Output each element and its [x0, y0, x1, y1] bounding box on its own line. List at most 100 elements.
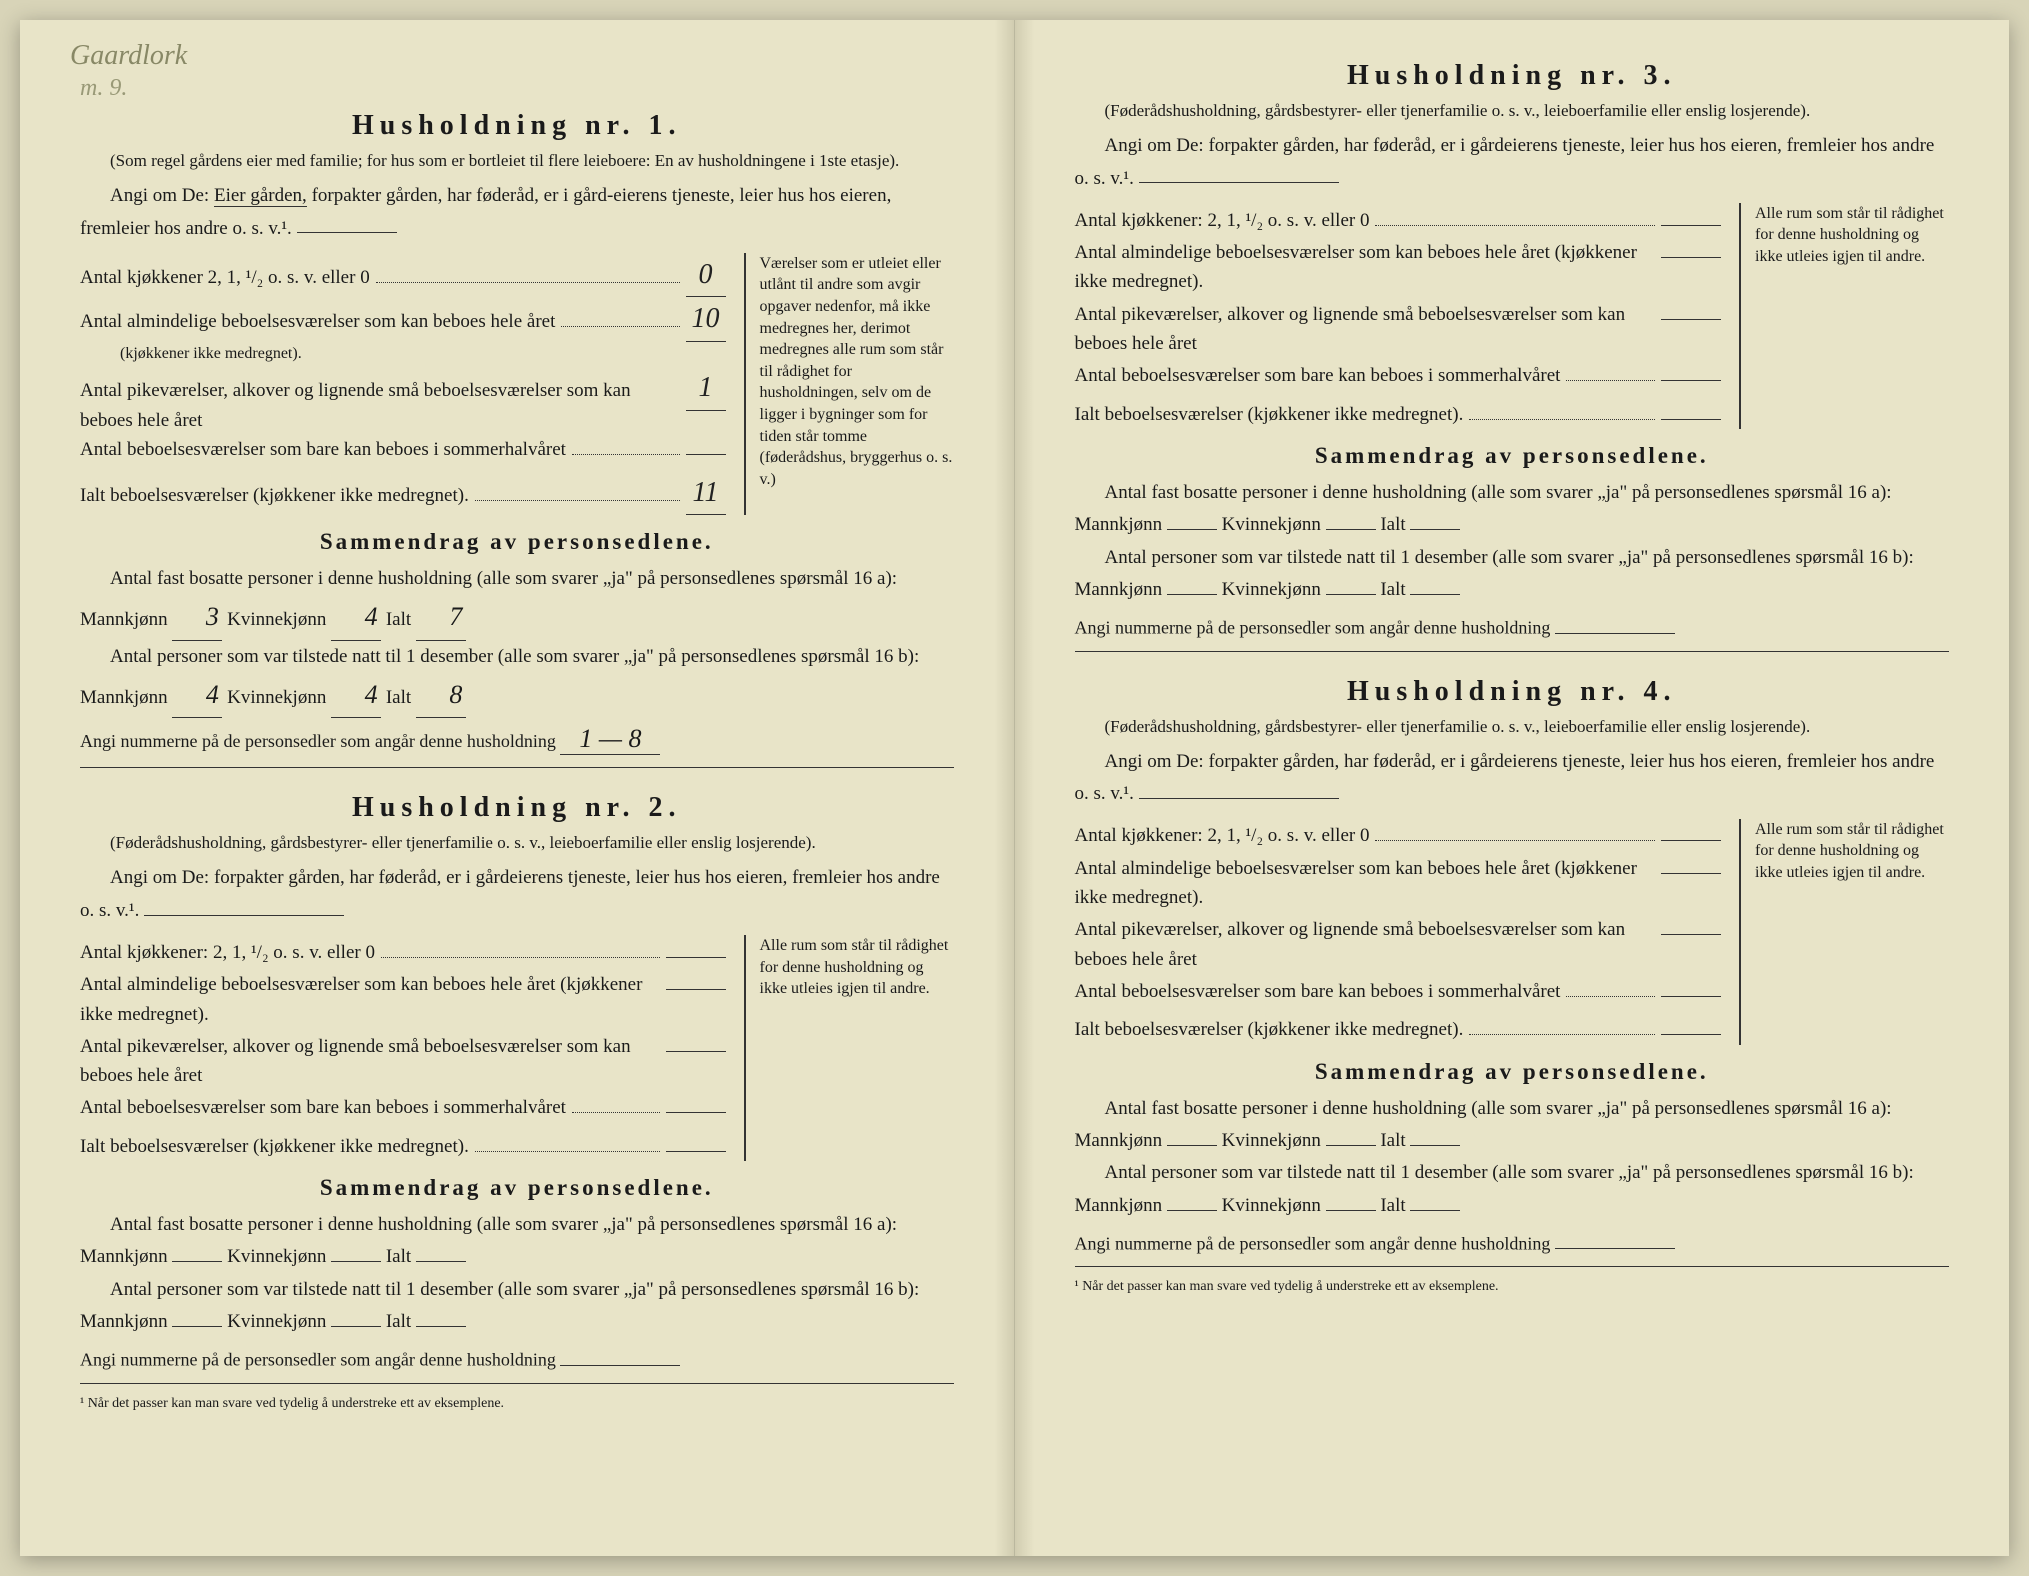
- left-page: Gaardlork m. 9. Husholdning nr. 1. (Som …: [20, 20, 1015, 1556]
- divider: [1075, 1266, 1950, 1267]
- dots: [1469, 401, 1655, 420]
- row-maid: Antal pikeværelser, alkover og lignende …: [1075, 297, 1722, 359]
- label: Antal beboelsesværelser som bare kan beb…: [1075, 977, 1561, 1006]
- label: Antal kjøkkener: 2, 1, ¹/₂ o. s. v. elle…: [80, 938, 375, 967]
- row-summer: Antal beboelsesværelser som bare kan beb…: [1075, 358, 1722, 390]
- prefix: Antal fast bosatte personer i denne hush…: [80, 1214, 897, 1267]
- sammendrag-2-line1: Antal fast bosatte personer i denne hush…: [80, 1209, 954, 1274]
- label: Antal pikeværelser, alkover og lignende …: [1075, 300, 1650, 359]
- household-1-form: Antal kjøkkener 2, 1, ¹/₂ o. s. v. eller…: [80, 253, 954, 515]
- footnote-left: ¹ Når det passer kan man svare ved tydel…: [80, 1396, 954, 1412]
- household-3-title: Husholdning nr. 3.: [1075, 60, 1950, 92]
- angi-nummerne-3: Angi nummerne på de personsedler som ang…: [1075, 612, 1950, 639]
- label: Ialt beboelsesværelser (kjøkkener ikke m…: [80, 1132, 469, 1161]
- ialt: Ialt: [1380, 579, 1405, 600]
- household-4: Husholdning nr. 4. (Føderådshusholdning,…: [1075, 676, 1950, 1296]
- blank: [1167, 1145, 1217, 1146]
- ialt: Ialt: [386, 1246, 411, 1267]
- dots: [1566, 362, 1655, 381]
- household-2-title: Husholdning nr. 2.: [80, 792, 954, 824]
- sammendrag-4-line1: Antal fast bosatte personer i denne hush…: [1075, 1093, 1950, 1158]
- household-4-angi: Angi om De: forpakter gården, har føderå…: [1075, 748, 1950, 809]
- row-maid: Antal pikeværelser, alkover og lignende …: [1075, 913, 1722, 975]
- sidenote-3: Alle rum som står til rådighet for denne…: [1739, 203, 1949, 429]
- value: [666, 967, 726, 990]
- label: Antal pikeværelser, alkover og lignende …: [80, 1032, 654, 1091]
- summer-value: [686, 454, 726, 455]
- row-kitchens: Antal kjøkkener: 2, 1, ¹/₂ o. s. v. elle…: [80, 935, 726, 967]
- blank: [172, 1326, 222, 1327]
- row-total: Ialt beboelsesværelser (kjøkkener ikke m…: [80, 1129, 726, 1161]
- row-kitchens: Antal kjøkkener 2, 1, ¹/₂ o. s. v. eller…: [80, 253, 726, 297]
- footnote-right: ¹ Når det passer kan man svare ved tydel…: [1075, 1279, 1950, 1295]
- kitchens-label: Antal kjøkkener 2, 1, ¹/₂ o. s. v. eller…: [80, 263, 370, 292]
- blank: [331, 1261, 381, 1262]
- value: [666, 1029, 726, 1052]
- kv: Kvinnekjønn: [1222, 1195, 1321, 1216]
- s2-m: 4: [172, 673, 222, 718]
- sammendrag-2-title: Sammendrag av personsedlene.: [80, 1175, 954, 1201]
- row-maid: Antal pikeværelser, alkover og lignende …: [80, 1029, 726, 1091]
- dots: [376, 264, 680, 283]
- household-3: Husholdning nr. 3. (Føderådshusholdning,…: [1075, 60, 1950, 652]
- dots: [572, 1094, 660, 1113]
- dots: [1375, 207, 1655, 226]
- row-rooms: Antal almindelige beboelsesværelser som …: [1075, 235, 1722, 297]
- value: [1661, 913, 1721, 936]
- label: Ialt beboelsesværelser (kjøkkener ikke m…: [1075, 1015, 1464, 1044]
- rooms-sub: (kjøkkener ikke medregnet).: [80, 342, 726, 367]
- pencil-annotation-top: Gaardlork: [70, 40, 187, 72]
- blank: [1326, 1145, 1376, 1146]
- household-1-title: Husholdning nr. 1.: [80, 110, 954, 142]
- prefix: Antal fast bosatte personer i denne hush…: [1075, 1098, 1892, 1151]
- form-left: Antal kjøkkener 2, 1, ¹/₂ o. s. v. eller…: [80, 253, 726, 515]
- label: Ialt beboelsesværelser (kjøkkener ikke m…: [1075, 400, 1464, 429]
- row-rooms: Antal almindelige beboelsesværelser som …: [80, 297, 726, 341]
- value: [1661, 851, 1721, 874]
- value: [1661, 203, 1721, 226]
- household-3-subtitle: (Føderådshusholdning, gårdsbestyrer- ell…: [1075, 100, 1950, 122]
- sammendrag-3-line2: Antal personer som var tilstede natt til…: [1075, 542, 1950, 607]
- blank: [172, 1261, 222, 1262]
- label: Antal almindelige beboelsesværelser som …: [1075, 238, 1650, 297]
- household-2-form: Antal kjøkkener: 2, 1, ¹/₂ o. s. v. elle…: [80, 935, 954, 1161]
- dots: [1469, 1016, 1655, 1035]
- dots: [381, 939, 660, 958]
- kitchens-value: 0: [686, 253, 726, 297]
- s1-m: 3: [172, 595, 222, 640]
- sammendrag-2-line2: Antal personer som var tilstede natt til…: [80, 1274, 954, 1339]
- blank: [560, 1344, 680, 1366]
- sammendrag-3-title: Sammendrag av personsedlene.: [1075, 443, 1950, 469]
- row-total: Ialt beboelsesværelser (kjøkkener ikke m…: [1075, 1012, 1722, 1044]
- row-maid: Antal pikeværelser, alkover og lignende …: [80, 366, 726, 435]
- prefix: Antal fast bosatte personer i denne hush…: [1075, 482, 1892, 535]
- dots: [475, 482, 680, 501]
- form-left: Antal kjøkkener: 2, 1, ¹/₂ o. s. v. elle…: [1075, 819, 1722, 1045]
- row-rooms: Antal almindelige beboelsesværelser som …: [1075, 851, 1722, 913]
- s2-t: 8: [416, 673, 466, 718]
- household-4-subtitle: (Føderådshusholdning, gårdsbestyrer- ell…: [1075, 716, 1950, 738]
- right-page: Husholdning nr. 3. (Føderådshusholdning,…: [1015, 20, 2010, 1556]
- row-total: Ialt beboelsesværelser (kjøkkener ikke m…: [80, 471, 726, 515]
- ialt: Ialt: [386, 1311, 411, 1332]
- census-document: Gaardlork m. 9. Husholdning nr. 1. (Som …: [20, 20, 2009, 1556]
- dots: [572, 436, 680, 455]
- s1-t: 7: [416, 595, 466, 640]
- household-4-form: Antal kjøkkener: 2, 1, ¹/₂ o. s. v. elle…: [1075, 819, 1950, 1045]
- kv: Kvinnekjønn: [227, 1246, 326, 1267]
- blank: [1167, 529, 1217, 530]
- value: [1661, 819, 1721, 842]
- value: [666, 935, 726, 958]
- ialt: Ialt: [1380, 514, 1405, 535]
- divider: [1075, 651, 1950, 652]
- s2-kv: Kvinnekjønn: [227, 687, 326, 708]
- row-kitchens: Antal kjøkkener: 2, 1, ¹/₂ o. s. v. elle…: [1075, 819, 1722, 851]
- form-left: Antal kjøkkener: 2, 1, ¹/₂ o. s. v. elle…: [80, 935, 726, 1161]
- s1-k: 4: [331, 595, 381, 640]
- blank: [1410, 529, 1460, 530]
- sidenote-2: Alle rum som står til rådighet for denne…: [744, 935, 954, 1161]
- row-kitchens: Antal kjøkkener: 2, 1, ¹/₂ o. s. v. elle…: [1075, 203, 1722, 235]
- prefix: Antal personer som var tilstede natt til…: [1075, 1162, 1914, 1215]
- pencil-annotation-sub: m. 9.: [80, 75, 127, 102]
- value: [666, 1091, 726, 1114]
